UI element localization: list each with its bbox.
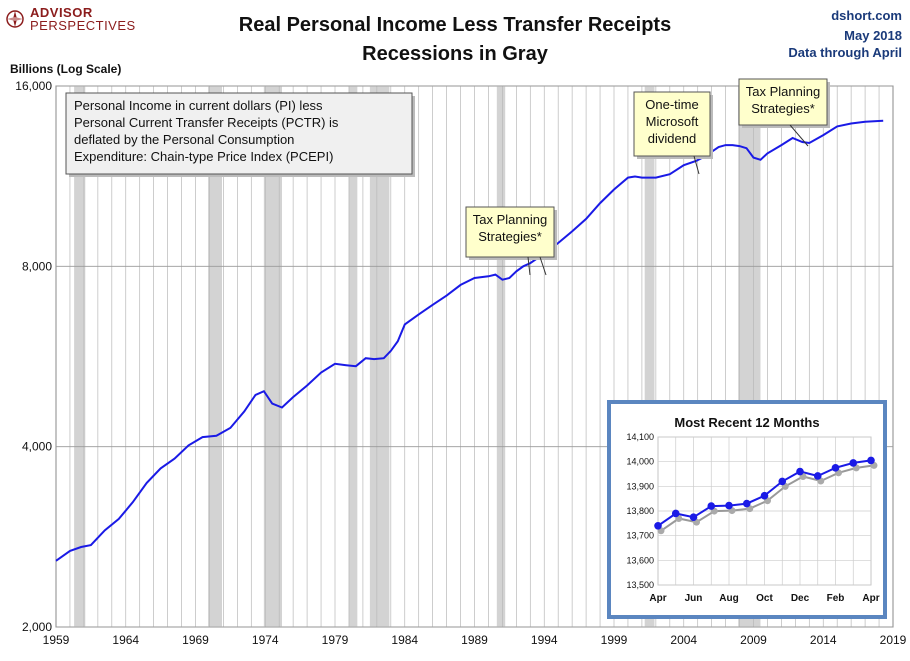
inset-data-point xyxy=(671,509,680,518)
x-tick-labels: 1959 1964 1969 1974 1979 1984 1989 1994 1999 2004… xyxy=(43,633,907,647)
inset-y-tick-label: 13,900 xyxy=(626,481,654,491)
inset-data-point xyxy=(707,502,716,510)
inset-data-point xyxy=(849,459,858,467)
x-tick-label: 2014 xyxy=(810,633,837,647)
inset-y-tick-label: 14,100 xyxy=(626,432,654,442)
x-tick-label: 1969 xyxy=(182,633,209,647)
inset-data-point xyxy=(742,499,751,508)
inset-x-tick-label: Apr xyxy=(649,593,666,604)
chart-subtitle: Recessions in Gray xyxy=(362,43,548,65)
inset-y-tick-label: 13,600 xyxy=(626,555,654,565)
annotation-text: Strategies* xyxy=(751,101,815,116)
brand-name-line2: PERSPECTIVES xyxy=(30,18,136,33)
x-tick-label: 1984 xyxy=(391,633,418,647)
annotation-text: deflated by the Personal Consumption xyxy=(74,132,294,147)
y-tick-label: 8,000 xyxy=(22,259,52,273)
inset-data-point xyxy=(689,513,698,521)
y-tick-label: 16,000 xyxy=(15,79,52,93)
inset-y-tick-label: 13,800 xyxy=(626,506,654,516)
inset-x-tick-label: Dec xyxy=(791,593,810,604)
y-tick-labels: 2,000 4,000 8,000 16,000 xyxy=(15,79,52,634)
income-series-line xyxy=(55,119,884,562)
inset-data-point xyxy=(725,501,733,510)
x-tick-label: 2009 xyxy=(740,633,767,647)
recession-band xyxy=(263,86,282,627)
x-tick-label: 1989 xyxy=(461,633,488,647)
inset-chart: Most Recent 12 Months 13,500 13,600 13,700 1… xyxy=(607,400,887,619)
inset-x-tick-label: Oct xyxy=(756,593,773,604)
inset-data-point xyxy=(654,522,662,530)
annotation-text: Microsoft xyxy=(646,114,699,129)
inset-title: Most Recent 12 Months xyxy=(674,415,819,430)
annotation-text: Personal Income in current dollars (PI) … xyxy=(74,98,323,113)
inset-y-tick-label: 13,500 xyxy=(626,580,654,590)
inset-data-point xyxy=(796,467,804,476)
x-tick-label: 1999 xyxy=(601,633,628,647)
inset-data-point xyxy=(813,472,822,480)
recession-band xyxy=(496,86,506,627)
callout-pointer xyxy=(527,256,531,276)
annotation-text: Tax Planning xyxy=(473,212,547,227)
y-tick-label: 4,000 xyxy=(22,440,52,454)
annotation-text: One-time xyxy=(645,97,698,112)
tax-planning-callout-1993: Tax Planning Strategies* xyxy=(465,206,557,260)
brand-name-line1: ADVISOR xyxy=(30,5,93,20)
chart-title: Real Personal Income Less Transfer Recei… xyxy=(238,14,672,36)
x-tick-label: 1979 xyxy=(322,633,349,647)
publish-date: May 2018 xyxy=(844,28,902,43)
x-tick-label: 1959 xyxy=(43,633,70,647)
x-tick-label: 2004 xyxy=(670,633,697,647)
data-through: Data through April xyxy=(788,45,902,60)
recession-band xyxy=(369,86,390,627)
compass-logo-icon xyxy=(6,10,24,28)
source-site: dshort.com xyxy=(831,8,902,23)
inset-data-point xyxy=(831,464,840,472)
inset-y-tick-label: 13,700 xyxy=(626,531,654,541)
callout-pointer xyxy=(539,256,547,276)
inset-data-point xyxy=(760,491,769,500)
x-tick-label: 1994 xyxy=(531,633,558,647)
logo: ADVISOR PERSPECTIVES xyxy=(6,6,136,32)
inset-x-tick-label: Jun xyxy=(685,593,703,604)
callout-pointer xyxy=(789,124,809,147)
annotation-text: Expenditure: Chain-type Price Index (PCE… xyxy=(74,149,333,164)
inset-y-tick-label: 14,000 xyxy=(626,457,654,467)
inset-x-tick-label: Feb xyxy=(827,593,845,604)
callout-pointer xyxy=(693,155,700,175)
y-axis-label: Billions (Log Scale) xyxy=(10,62,122,76)
inset-data-point xyxy=(778,477,787,486)
inset-data-point xyxy=(867,456,875,465)
annotations: Personal Income in current dollars (PI) … xyxy=(65,78,830,276)
annotation-text: dividend xyxy=(648,131,696,146)
x-tick-label: 2019 xyxy=(880,633,907,647)
recession-band xyxy=(208,86,223,627)
annotation-text: Personal Current Transfer Receipts (PCTR… xyxy=(74,115,339,130)
y-tick-label: 2,000 xyxy=(22,620,52,634)
microsoft-dividend-callout: One-time Microsoft dividend xyxy=(633,91,713,159)
recession-band xyxy=(348,86,358,627)
inset-x-tick-label: Aug xyxy=(719,593,738,604)
x-tick-label: 1974 xyxy=(252,633,279,647)
recession-band xyxy=(74,86,86,627)
x-tick-label: 1964 xyxy=(112,633,139,647)
recession-band xyxy=(644,86,655,627)
inset-x-tick-label: Apr xyxy=(862,593,879,604)
tax-planning-callout-2012: Tax Planning Strategies* xyxy=(738,78,830,128)
annotation-text: Tax Planning xyxy=(746,84,820,99)
annotation-text: Strategies* xyxy=(478,229,542,244)
methodology-note: Personal Income in current dollars (PI) … xyxy=(65,92,415,177)
